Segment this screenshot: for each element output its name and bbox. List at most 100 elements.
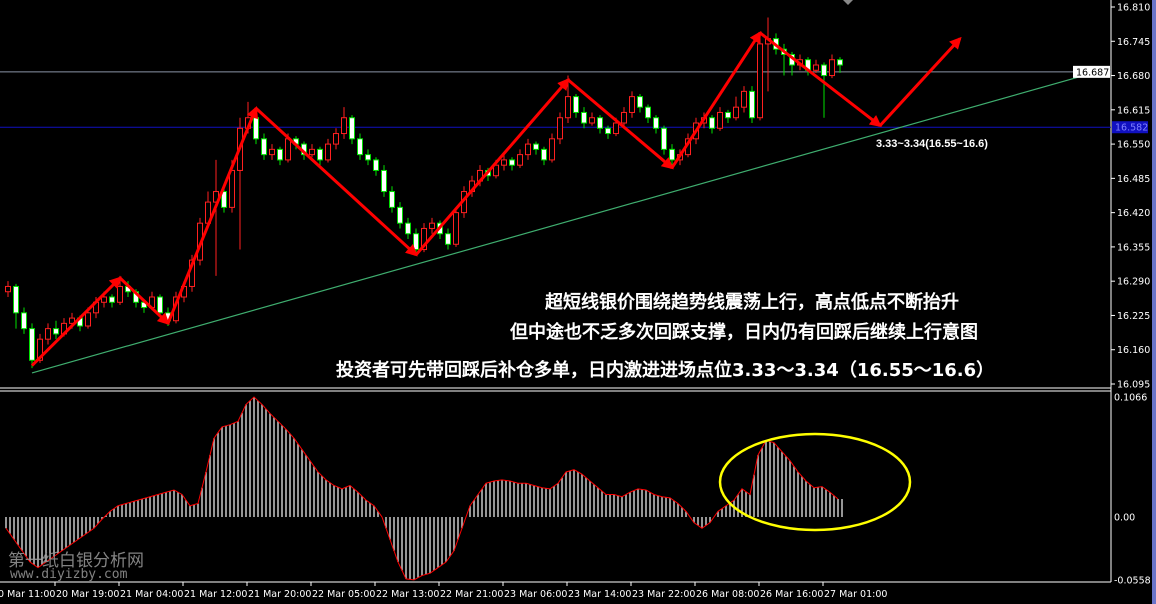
candle-body	[717, 111, 723, 129]
candle-body	[397, 206, 403, 224]
candle	[557, 112, 563, 145]
candle	[405, 217, 411, 239]
candle-body	[317, 148, 323, 161]
time-tick-label: 20 Mar 11:00	[0, 589, 55, 600]
zigzag-arrow	[118, 276, 170, 326]
candle	[637, 94, 643, 113]
candle-body	[29, 328, 35, 361]
time-tick-label: 20 Mar 19:00	[56, 589, 119, 600]
candle	[749, 86, 755, 123]
chart-shift-marker-icon[interactable]	[843, 0, 853, 5]
candle	[661, 125, 667, 155]
candle-body	[445, 233, 451, 245]
candle	[357, 133, 363, 160]
candle-body	[661, 127, 667, 150]
price-tick-label: 16.615	[1117, 105, 1150, 116]
candle	[365, 149, 371, 166]
annotation-line-3: 投资者可先带回踩后补仓多单，日内激进进场点位3.33～3.34（16.55～16…	[336, 360, 995, 381]
candle-body	[37, 338, 43, 361]
zigzag-arrow	[670, 30, 762, 169]
candle	[453, 207, 459, 247]
window-border	[1152, 0, 1156, 604]
candle	[309, 144, 315, 158]
candle	[397, 202, 403, 229]
price-tick-label: 16.095	[1117, 380, 1150, 391]
candle	[597, 115, 603, 134]
candle	[333, 128, 339, 150]
annotation-line-1: 超短线银价围绕趋势线震荡上行，高点低点不断抬升	[545, 292, 959, 313]
candle	[109, 294, 115, 308]
candle-body	[533, 143, 539, 150]
zigzag-arrow	[414, 77, 570, 256]
candle-body	[381, 169, 387, 193]
candle	[541, 146, 547, 166]
candle-body	[229, 169, 235, 208]
candle-body	[53, 328, 59, 335]
price-tick-label: 16.355	[1117, 242, 1150, 253]
candle	[389, 186, 395, 213]
candle-body	[733, 106, 739, 119]
watermark-url: www.diyizby.com	[10, 567, 128, 582]
candle-body	[453, 212, 459, 245]
price-tick-label: 16.745	[1117, 37, 1150, 48]
watermark-name: 第一纸白银分析网	[8, 551, 144, 571]
price-tick-label: 16.160	[1117, 345, 1150, 356]
candle-body	[21, 312, 27, 330]
zigzag-arrow	[166, 106, 258, 324]
candle	[629, 91, 635, 118]
marked-level-label: 16.582	[1115, 123, 1148, 134]
candle	[341, 107, 347, 139]
candle-body	[621, 111, 627, 124]
candle	[501, 154, 507, 171]
current-price-label: 16.687	[1076, 67, 1109, 78]
candle	[741, 86, 747, 113]
price-tick-label: 16.420	[1117, 208, 1150, 219]
candle	[429, 217, 435, 234]
candle	[813, 59, 819, 73]
candle-body	[101, 296, 107, 303]
candle	[517, 149, 523, 168]
candle-body	[261, 138, 267, 156]
candle	[821, 62, 827, 118]
candle-body	[285, 138, 291, 161]
candle-body	[557, 117, 563, 140]
candle	[221, 186, 227, 213]
time-tick-label: 23 Mar 14:00	[568, 589, 631, 600]
candle-body	[829, 59, 835, 77]
candle-body	[5, 285, 11, 293]
candle	[5, 281, 11, 297]
price-tick-label: 16.680	[1117, 71, 1150, 82]
candle-body	[565, 96, 571, 119]
candle	[757, 33, 763, 121]
candle	[717, 107, 723, 131]
candle	[525, 138, 531, 160]
candle-body	[389, 191, 395, 208]
candle	[733, 96, 739, 121]
time-tick-label: 23 Mar 22:00	[632, 589, 695, 600]
candle-body	[69, 317, 75, 324]
candle	[837, 57, 843, 73]
candle-body	[813, 64, 819, 71]
candle	[237, 117, 243, 250]
price-tick-label: 16.810	[1117, 3, 1150, 14]
candle-body	[549, 138, 555, 161]
candle-body	[373, 159, 379, 171]
candle-body	[253, 117, 259, 140]
candle	[45, 323, 51, 345]
candle	[277, 146, 283, 166]
candle-body	[541, 148, 547, 161]
candle-body	[13, 285, 19, 314]
candle	[53, 320, 59, 340]
annotation-line-2: 但中途也不乏多次回踩支撑，日内仍有回踩后继续上行意图	[510, 322, 978, 343]
oscillator-signal-line	[5, 396, 839, 581]
candle-body	[117, 285, 123, 303]
candle-body	[157, 296, 163, 314]
candle-body	[837, 59, 843, 66]
zigzag-arrow	[254, 107, 418, 257]
candle	[581, 107, 587, 129]
candle-body	[669, 148, 675, 161]
time-tick-label: 26 Mar 16:00	[760, 589, 823, 600]
price-tick-label: 16.225	[1117, 311, 1150, 322]
price-tick-label: 16.485	[1117, 174, 1150, 185]
zigzag-arrow	[759, 31, 882, 128]
